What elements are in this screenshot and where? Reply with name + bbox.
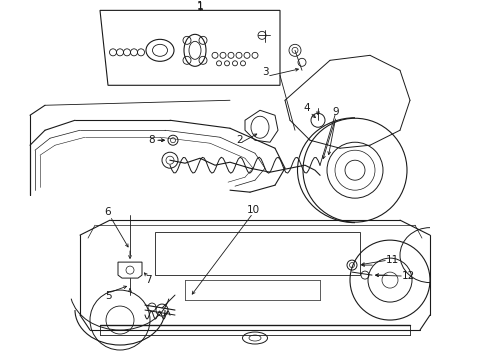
- Text: 10: 10: [246, 205, 260, 215]
- Text: 5: 5: [105, 291, 111, 301]
- Text: 6: 6: [105, 207, 111, 217]
- Text: 7: 7: [145, 275, 151, 285]
- Text: 1: 1: [196, 1, 203, 12]
- Text: 4: 4: [304, 103, 310, 113]
- Text: 3: 3: [262, 67, 269, 77]
- Text: 1: 1: [196, 3, 203, 12]
- Text: 9: 9: [333, 107, 339, 117]
- Text: 2: 2: [237, 135, 244, 145]
- Text: 8: 8: [148, 135, 155, 145]
- Text: 11: 11: [385, 255, 399, 265]
- Text: 12: 12: [401, 271, 415, 281]
